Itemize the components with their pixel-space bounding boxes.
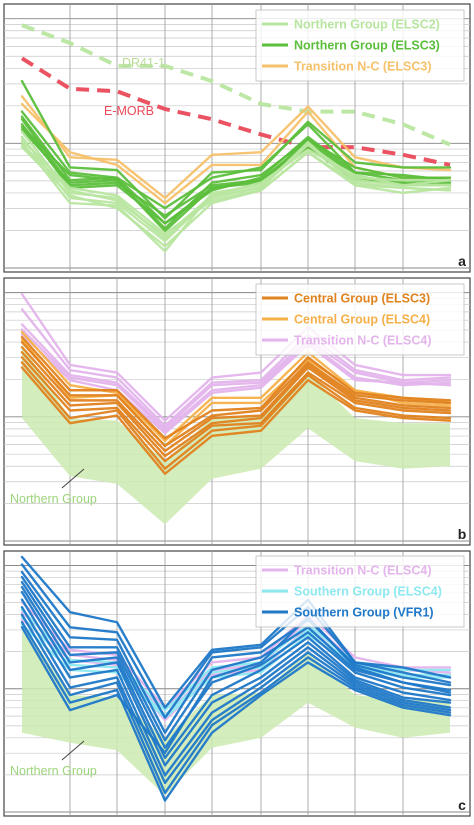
panel-c: Northern Group Transition N-C (ELSC4) Sout…: [3, 550, 471, 817]
series-line-southern-group-vfr1-8: [20, 570, 452, 734]
series-line-northern-group-elsc2-13: [20, 138, 452, 235]
legend: Transition N-C (ELSC4) Southern Group (EL…: [255, 555, 465, 628]
series-line-central-group-elsc3-7: [20, 335, 452, 440]
series-line-northern-group-elsc3-7: [20, 125, 452, 230]
legend-label-central-group-elsc4: Central Group (ELSC4): [294, 313, 430, 327]
series-line-transition-n-c-elsc4-1: [20, 308, 452, 427]
legend-label-southern-group-vfr1: Southern Group (VFR1): [294, 606, 434, 620]
series-line-southern-group-vfr1-10: [20, 580, 452, 749]
panel-label: a: [458, 253, 466, 269]
legend-label-northern-group-elsc3: Northern Group (ELSC3): [294, 39, 440, 53]
series-line-southern-group-vfr1-15: [20, 613, 452, 795]
annotation-e-morb: E-MORB: [104, 104, 154, 118]
annotation-dr41-1: DR41-1: [122, 56, 165, 70]
series-lines: [20, 555, 452, 802]
panel-label: c: [458, 797, 466, 813]
series-lines: [20, 292, 452, 475]
series-line-transition-n-c-elsc4-0: [20, 600, 452, 709]
series-line-central-group-elsc4-6: [20, 338, 452, 448]
series-line-southern-group-vfr1-14: [20, 606, 452, 785]
legend-box: [255, 555, 465, 628]
series-line-northern-group-elsc3-10: [20, 128, 452, 233]
legend-label-central-group-elsc3: Central Group (ELSC3): [294, 292, 430, 306]
series-line-central-group-elsc3-9: [20, 346, 452, 453]
series-line-southern-group-vfr1-16: [20, 621, 452, 802]
series-line-southern-group-vfr1-11: [20, 585, 452, 759]
series-line-northern-group-elsc3-5: [20, 110, 452, 210]
series-line-northern-group-elsc3-4: [20, 79, 452, 220]
series-line-southern-group-elsc4-3: [20, 608, 452, 712]
series-line-central-group-elsc3-12: [20, 361, 452, 470]
series-line-southern-group-vfr1-13: [20, 598, 452, 777]
annotation-northern-group: Northern Group: [10, 764, 97, 778]
annotation-northern-group: Northern Group: [10, 492, 97, 506]
legend-label-transition-n-c-elsc4: Transition N-C (ELSC4): [294, 564, 432, 578]
legend-label-northern-group-elsc2: Northern Group (ELSC2): [294, 18, 440, 32]
series-line-northern-group-elsc2-16: [20, 145, 452, 248]
legend-label-transition-n-c-elsc4: Transition N-C (ELSC4): [294, 334, 432, 348]
legend-label-transition-n-c-elsc3: Transition N-C (ELSC3): [294, 60, 432, 74]
annotation-leader: [61, 468, 85, 489]
series-line-southern-group-vfr1-17: [20, 616, 452, 754]
legend-label-southern-group-elsc4: Southern Group (ELSC4): [294, 585, 442, 599]
series-line-central-group-elsc3-11: [20, 356, 452, 463]
series-line-southern-group-vfr1-6: [20, 555, 452, 709]
legend: Northern Group (ELSC2) Northern Group (EL…: [255, 9, 465, 82]
series-lines: [20, 23, 452, 253]
panel-label: b: [458, 526, 467, 542]
gridlines: [4, 4, 470, 272]
series-line-southern-group-vfr1-12: [20, 590, 452, 767]
series-line-central-group-elsc4-5: [20, 330, 452, 443]
envelope-northern-group: [22, 344, 450, 525]
series-line-transition-n-c-elsc4-4: [20, 333, 452, 435]
series-line-transition-n-c-elsc4-2: [20, 323, 452, 430]
series-line-central-group-elsc3-10: [20, 351, 452, 458]
legend: Central Group (ELSC3) Central Group (ELSC…: [255, 283, 465, 356]
annotation-leader: [61, 740, 85, 761]
series-line-northern-group-elsc2-15: [20, 140, 452, 238]
series-line-transition-n-c-elsc4-0: [20, 292, 452, 422]
legend-box: [255, 283, 465, 356]
series-line-southern-group-vfr1-7: [20, 563, 452, 719]
series-line-central-group-elsc3-8: [20, 340, 452, 448]
series-line-central-group-elsc3-13: [20, 366, 452, 475]
series-line-northern-group-elsc2-14: [20, 140, 452, 253]
legend-box: [255, 9, 465, 82]
